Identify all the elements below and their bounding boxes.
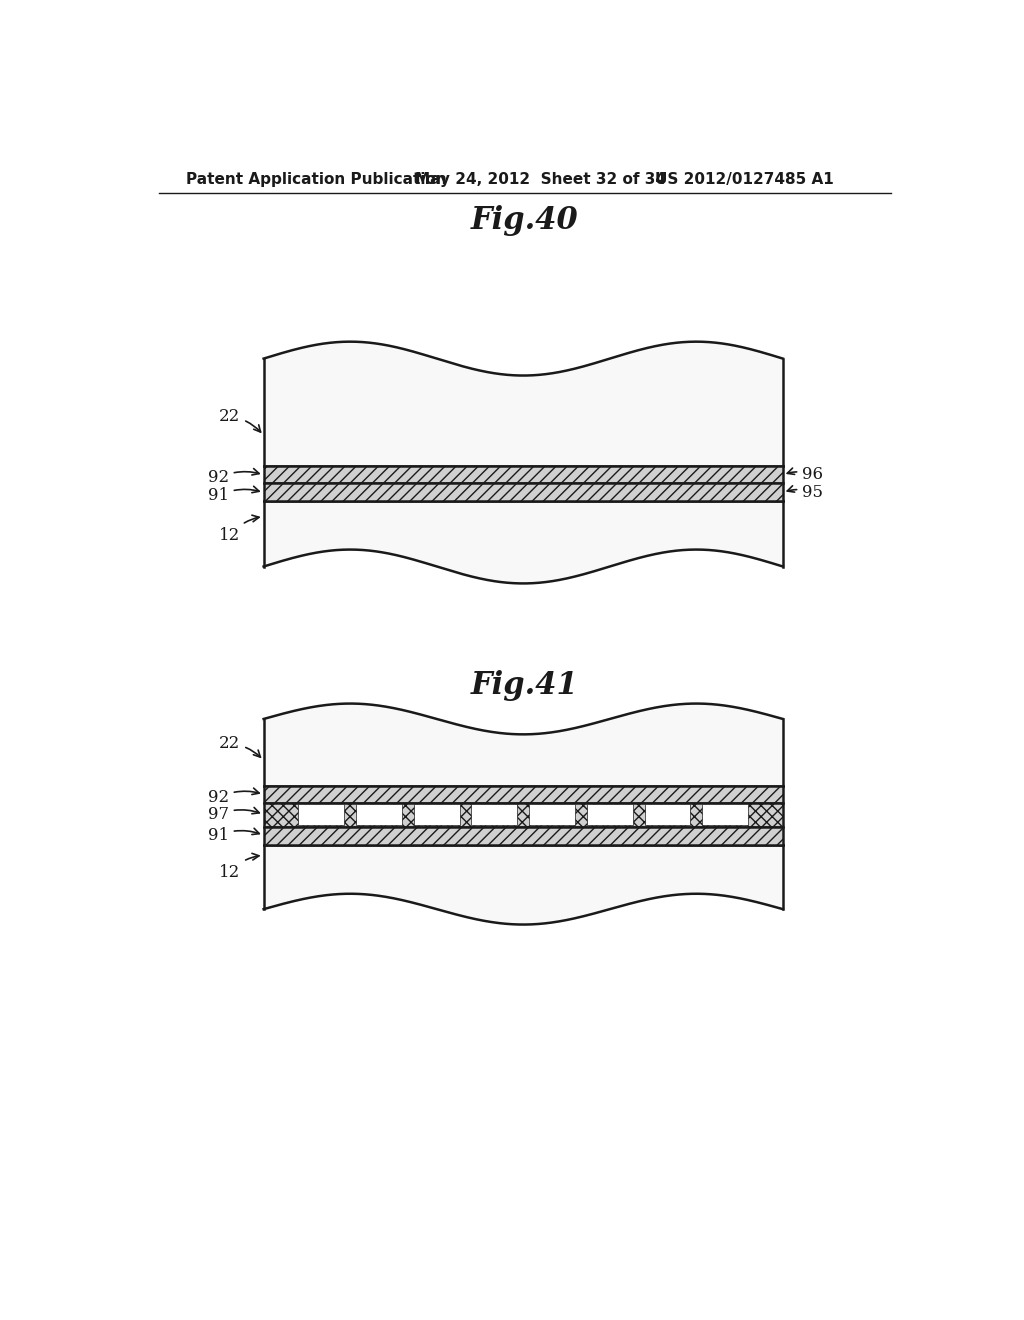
Text: 12: 12 [219, 853, 259, 880]
Text: 97: 97 [208, 807, 259, 822]
Bar [644, 804, 690, 825]
Text: 95: 95 [787, 484, 823, 502]
Text: May 24, 2012  Sheet 32 of 34: May 24, 2012 Sheet 32 of 34 [415, 173, 666, 187]
Text: 92: 92 [208, 469, 259, 487]
Bar [263, 803, 783, 826]
Text: 12: 12 [219, 515, 259, 544]
Polygon shape [263, 845, 783, 924]
Bar [414, 804, 460, 825]
Polygon shape [263, 342, 783, 466]
Bar [263, 826, 783, 845]
Bar [529, 804, 575, 825]
Polygon shape [263, 502, 783, 583]
Text: US 2012/0127485 A1: US 2012/0127485 A1 [655, 173, 834, 187]
Bar [263, 483, 783, 502]
Bar [356, 804, 402, 825]
Bar [471, 804, 517, 825]
Text: 91: 91 [208, 486, 259, 504]
Text: 96: 96 [787, 466, 823, 483]
Text: Patent Application Publication: Patent Application Publication [186, 173, 446, 187]
Text: 22: 22 [219, 735, 260, 758]
Text: Fig.40: Fig.40 [471, 205, 579, 235]
Text: 92: 92 [208, 788, 259, 807]
Bar [298, 804, 344, 825]
Text: 22: 22 [219, 408, 261, 432]
Bar [587, 804, 633, 825]
Bar [263, 466, 783, 483]
Text: 91: 91 [208, 826, 259, 843]
Bar [702, 804, 749, 825]
Text: Fig.41: Fig.41 [471, 671, 579, 701]
Polygon shape [263, 704, 783, 785]
Bar [263, 785, 783, 803]
